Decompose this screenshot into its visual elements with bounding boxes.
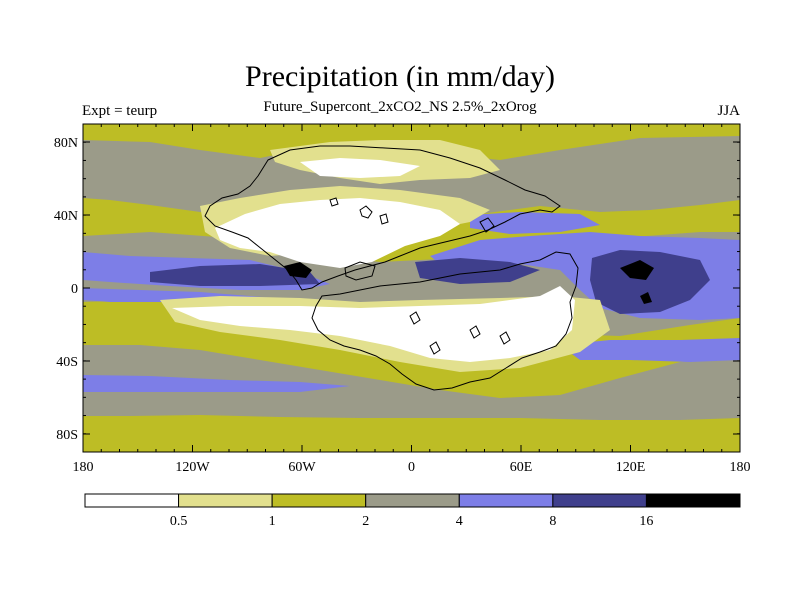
colorbar-label: 4 — [456, 514, 463, 529]
lat-tick-label: 80S — [56, 428, 78, 443]
lon-tick-label: 60E — [510, 460, 533, 475]
gray-belt-south — [83, 345, 740, 420]
season-label: JJA — [717, 103, 740, 119]
lon-tick-label: 0 — [408, 460, 415, 475]
colorbar-label: 8 — [549, 514, 556, 529]
coastlines — [204, 145, 579, 391]
colorbar-box — [84, 493, 180, 508]
colorbar-box — [271, 493, 367, 508]
plot-title: Precipitation (in mm/day) — [245, 60, 555, 93]
white-region-north — [215, 198, 460, 268]
white-region-arctic — [300, 158, 420, 178]
experiment-label: Expt = teurp — [82, 103, 158, 119]
dark-band-north-pacific — [150, 264, 320, 286]
lon-tick-label: 180 — [730, 460, 751, 475]
colorbar-box — [178, 493, 273, 508]
blue-band-south — [83, 375, 350, 392]
colorbar-box — [365, 493, 460, 508]
blue-region-southeast — [560, 338, 740, 362]
colorbar-label: 1 — [269, 514, 276, 529]
coastline-inland-basin — [344, 261, 376, 281]
blue-spot-mid-north — [470, 212, 600, 234]
precip-field — [83, 124, 740, 452]
black-spot-east-small — [640, 292, 652, 304]
coastline-north-continent — [204, 145, 561, 291]
coastline-small-islands-south — [409, 311, 511, 355]
coastline-small-islands-north — [329, 197, 495, 233]
dark-region-east — [590, 250, 710, 314]
black-spot-east — [620, 260, 654, 280]
lat-tick-label: 40N — [54, 209, 78, 224]
lat-tick-label: 0 — [71, 282, 78, 297]
colorbar-box — [458, 493, 554, 508]
lon-tick-label: 180 — [73, 460, 94, 475]
colorbar-label: 2 — [362, 514, 369, 529]
colorbar: 0.5 1 2 4 8 16 — [84, 493, 741, 529]
coastline-south-continent — [311, 251, 579, 391]
colorbar-box — [645, 493, 741, 508]
colorbar-box — [552, 493, 647, 508]
lat-tick-label: 80N — [54, 136, 78, 151]
lon-tick-label: 120E — [616, 460, 646, 475]
plot-subtitle: Future_Supercont_2xCO2_NS 2.5%_2xOrog — [263, 99, 537, 115]
lon-tick-label: 60W — [288, 460, 316, 475]
axis-ticks: 80N 40N 0 40S 80S 180 120W 60W 0 60E 120E 180 — [54, 123, 751, 475]
dark-region-central — [415, 258, 540, 284]
lat-tick-label: 40S — [56, 355, 78, 370]
white-region-south — [172, 286, 575, 362]
colorbar-label: 0.5 — [170, 514, 188, 529]
lon-tick-label: 120W — [175, 460, 210, 475]
colorbar-label: 16 — [639, 514, 653, 529]
